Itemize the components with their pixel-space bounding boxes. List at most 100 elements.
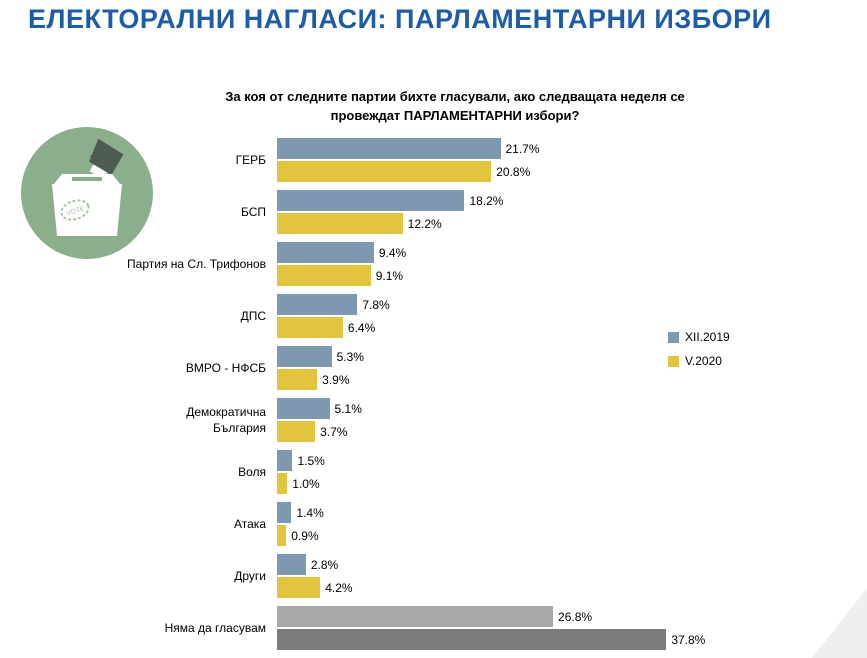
hand-with-ballot-icon [89,138,124,179]
category-label: Други [234,568,266,583]
category-label: ВМРО - НФСБ [185,360,266,375]
bar-XII.2019 [277,242,374,263]
chart-row: ГЕРБ 21.7% 20.8% [0,138,867,182]
legend-swatch-icon [668,355,679,367]
bar-XII.2019 [277,294,358,315]
category-label: Воля [238,464,266,479]
bar-XII.2019 [277,606,554,627]
bar-pair: 5.3% 3.9% [277,346,364,390]
bar-value-label: 3.9% [322,372,350,387]
legend-label: XII.2019 [685,330,730,344]
chart-row: Атака 1.4% 0.9% [0,502,867,546]
bar-V.2020 [277,629,667,650]
page-title: ЕЛЕКТОРАЛНИ НАГЛАСИ: ПАРЛАМЕНТАРНИ ИЗБОР… [28,4,772,34]
bar-row: 18.2% [277,190,503,211]
bar-value-label: 9.1% [375,268,404,283]
category-label: Партия на Сл. Трифонов [127,256,266,271]
bar-row: 4.2% [277,577,353,598]
category-label: Няма да гласувам [164,620,266,635]
bar-pair: 5.1% 3.7% [277,398,362,442]
bar-row: 21.7% [277,138,540,159]
chart-row: ВМРО - НФСБ 5.3% 3.9% [0,346,867,390]
chart-row: Други 2.8% 4.2% [0,554,867,598]
bar-row: 26.8% [277,606,705,627]
bar-V.2020 [277,369,318,390]
bar-row: 6.4% [277,317,390,338]
chart-title-line2: провеждат ПАРЛАМЕНТАРНИ избори? [330,107,580,123]
bar-value-label: 5.3% [336,349,364,364]
bar-pair: 18.2% 12.2% [277,190,503,234]
bar-row: 1.0% [277,473,325,494]
bar-XII.2019 [277,398,330,419]
bar-value-label: 26.8% [558,609,593,624]
chart-row: Няма да гласувам 26.8% 37.8% [0,606,867,650]
bar-row: 3.9% [277,369,364,390]
category-label: ГЕРБ [235,152,266,167]
bar-value-label: 7.8% [362,297,390,312]
bar-XII.2019 [277,138,501,159]
bar-value-label: 5.1% [334,401,362,416]
bar-row: 1.4% [277,502,324,523]
bar-V.2020 [277,473,288,494]
bar-row: 9.4% [277,242,406,263]
bar-row: 0.9% [277,525,324,546]
bar-value-label: 21.7% [505,141,540,156]
bar-V.2020 [277,161,492,182]
bar-XII.2019 [277,190,465,211]
bar-row: 2.8% [277,554,353,575]
chart-row: Демократична България 5.1% 3.7% [0,398,867,442]
bar-chart: ГЕРБ 21.7% 20.8% БСП 18.2% 12.2% Партия на Сл.… [0,138,867,658]
bar-pair: 2.8% 4.2% [277,554,353,598]
bar-V.2020 [277,317,343,338]
ballot-box-vote-icon: VOTE [21,127,153,259]
bar-value-label: 1.0% [292,476,320,491]
bar-pair: 1.4% 0.9% [277,502,324,546]
bar-row: 1.5% [277,450,325,471]
bar-V.2020 [277,577,321,598]
bar-V.2020 [277,265,371,286]
bar-value-label: 9.4% [378,245,407,260]
bar-value-label: 0.9% [291,528,319,543]
category-label: БСП [240,204,266,219]
bar-row: 7.8% [277,294,390,315]
ballot-box-body: VOTE [52,174,122,236]
bar-XII.2019 [277,554,306,575]
bar-row: 37.8% [277,629,705,650]
legend-label: V.2020 [685,354,722,368]
bar-value-label: 4.2% [325,580,353,595]
corner-decoration [812,588,867,658]
bar-value-label: 18.2% [469,193,504,208]
bar-V.2020 [277,213,403,234]
bar-V.2020 [277,525,287,546]
chart-row: ДПС 7.8% 6.4% [0,294,867,338]
legend-item: V.2020 [668,354,730,368]
bar-pair: 1.5% 1.0% [277,450,325,494]
bar-row: 12.2% [277,213,503,234]
category-label: Атака [234,516,266,531]
bar-pair: 21.7% 20.8% [277,138,540,182]
legend-item: XII.2019 [668,330,730,344]
bar-row: 3.7% [277,421,362,442]
bar-value-label: 12.2% [407,216,442,231]
chart-row: Партия на Сл. Трифонов 9.4% 9.1% [0,242,867,286]
category-label: ДПС [240,308,266,323]
bar-value-label: 20.8% [496,164,531,179]
bar-value-label: 1.4% [296,505,324,520]
bar-row: 9.1% [277,265,406,286]
chart-row: БСП 18.2% 12.2% [0,190,867,234]
bar-value-label: 1.5% [297,453,325,468]
bar-pair: 9.4% 9.1% [277,242,406,286]
bar-XII.2019 [277,502,292,523]
bar-value-label: 6.4% [347,320,376,335]
bar-row: 20.8% [277,161,540,182]
bar-value-label: 2.8% [310,557,339,572]
bar-pair: 7.8% 6.4% [277,294,390,338]
bar-row: 5.1% [277,398,362,419]
bar-value-label: 37.8% [671,632,706,647]
bar-pair: 26.8% 37.8% [277,606,705,650]
chart-row: Воля 1.5% 1.0% [0,450,867,494]
bar-V.2020 [277,421,316,442]
bar-XII.2019 [277,450,293,471]
category-label: Демократична България [186,404,266,435]
